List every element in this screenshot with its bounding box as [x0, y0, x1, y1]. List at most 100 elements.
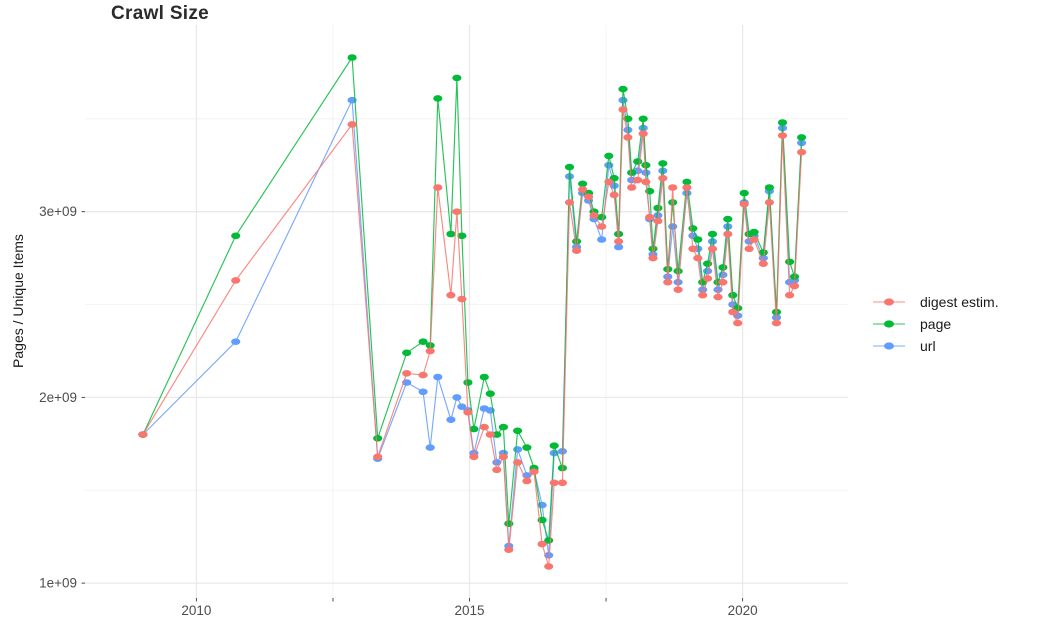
- page-data-point: [479, 373, 489, 381]
- page-data-point: [623, 115, 633, 123]
- x-tick-label: 2010: [181, 603, 211, 618]
- digest-data-point: [728, 308, 738, 316]
- digest-data-point: [771, 319, 782, 327]
- digest-line: [142, 108, 803, 567]
- digest-data-point: [618, 106, 628, 113]
- page-data-point: [749, 228, 759, 236]
- digest-data-point: [707, 245, 718, 253]
- digest-data-point: [433, 184, 443, 191]
- page-data-point: [578, 180, 588, 188]
- legend: digest estim. page url: [872, 291, 999, 357]
- page-data-point: [446, 230, 456, 238]
- page-data-point: [485, 390, 495, 398]
- y-axis-title: Pages / Unique Items: [10, 234, 26, 368]
- digest-data-point: [504, 546, 514, 553]
- page-data-point: [797, 134, 807, 141]
- digest-data-point: [557, 479, 568, 487]
- page-data-point: [723, 215, 733, 223]
- page-data-point: [347, 54, 357, 61]
- digest-data-point: [597, 223, 607, 230]
- page-data-point: [638, 115, 648, 123]
- digest-data-point: [589, 212, 599, 219]
- digest-data-point: [373, 453, 383, 461]
- digest-data-point: [703, 275, 713, 282]
- page-legend-key-icon: [873, 320, 905, 328]
- page-data-point: [231, 232, 241, 240]
- digest-data-point: [749, 236, 759, 243]
- page-data-point: [653, 204, 663, 212]
- page-data-point: [641, 161, 651, 169]
- axis-ticks: [81, 211, 744, 602]
- digest-data-point: [614, 238, 624, 245]
- page-data-point: [402, 349, 412, 357]
- digest-data-point: [693, 254, 703, 262]
- url-data-point: [614, 243, 624, 251]
- url-data-point: [513, 446, 523, 453]
- digest-data-point: [758, 260, 768, 268]
- digest-data-point: [633, 176, 643, 184]
- page-data-point: [785, 258, 795, 266]
- digest-data-point: [485, 431, 495, 438]
- digest-data-point: [522, 477, 532, 485]
- page-data-point: [633, 158, 643, 165]
- page-data-point: [513, 427, 523, 435]
- digest-data-point: [544, 563, 554, 570]
- url-data-point: [452, 394, 462, 401]
- digest-data-point: [498, 453, 508, 461]
- digest-data-point: [789, 282, 800, 290]
- digest-data-point: [457, 295, 467, 303]
- page-data-point: [463, 379, 473, 386]
- page-data-point: [758, 249, 768, 256]
- digest-data-point: [641, 178, 651, 186]
- url-data-point: [457, 403, 467, 411]
- legend-label-page: page: [920, 316, 952, 332]
- digest-data-point: [623, 134, 633, 141]
- y-tick-label: 3e+09: [39, 204, 77, 219]
- digest-data-point: [469, 453, 479, 461]
- url-data-point: [653, 212, 663, 219]
- url-line: [142, 99, 803, 556]
- page-data-point: [522, 444, 532, 451]
- page-data-point: [604, 152, 614, 160]
- digest-data-point: [452, 208, 462, 215]
- digest-data-point: [446, 291, 456, 299]
- digest-data-point: [627, 184, 637, 191]
- page-data-point: [648, 245, 658, 253]
- page-data-point: [618, 85, 628, 93]
- digest-data-point: [402, 370, 412, 377]
- digest-data-point: [425, 347, 435, 355]
- url-data-point: [668, 223, 678, 230]
- digest-data-point: [537, 540, 547, 548]
- digest-data-point: [723, 230, 733, 238]
- digest-data-point: [564, 199, 575, 206]
- page-data-point: [682, 178, 692, 186]
- digest-legend-key-icon: [873, 298, 905, 306]
- digest-data-point: [638, 130, 648, 137]
- digest-data-point: [713, 293, 723, 301]
- url-data-point: [707, 238, 718, 245]
- series-page: [138, 54, 807, 544]
- digest-data-point: [733, 319, 743, 327]
- digest-data-point: [138, 431, 148, 438]
- digest-data-point: [604, 178, 614, 186]
- digest-data-point: [572, 247, 582, 254]
- digest-data-point: [492, 466, 502, 474]
- url-data-point: [597, 236, 607, 243]
- digest-data-point: [663, 278, 673, 286]
- page-data-point: [693, 236, 703, 243]
- page-data-point: [673, 267, 683, 275]
- digest-data-point: [739, 200, 749, 208]
- digest-data-point: [785, 291, 795, 299]
- y-tick-label: 1e+09: [39, 576, 77, 591]
- x-tick-label: 2020: [728, 603, 758, 618]
- digest-data-point: [609, 191, 619, 199]
- digest-data-point: [645, 213, 655, 221]
- axis-tick-labels: 2010 2015 2020 1e+09 2e+09 3e+09: [39, 204, 758, 618]
- series-digest: [138, 106, 807, 570]
- data-series: [138, 54, 807, 570]
- url-data-point: [418, 388, 428, 396]
- page-data-point: [457, 232, 467, 240]
- page-data-point: [373, 435, 383, 442]
